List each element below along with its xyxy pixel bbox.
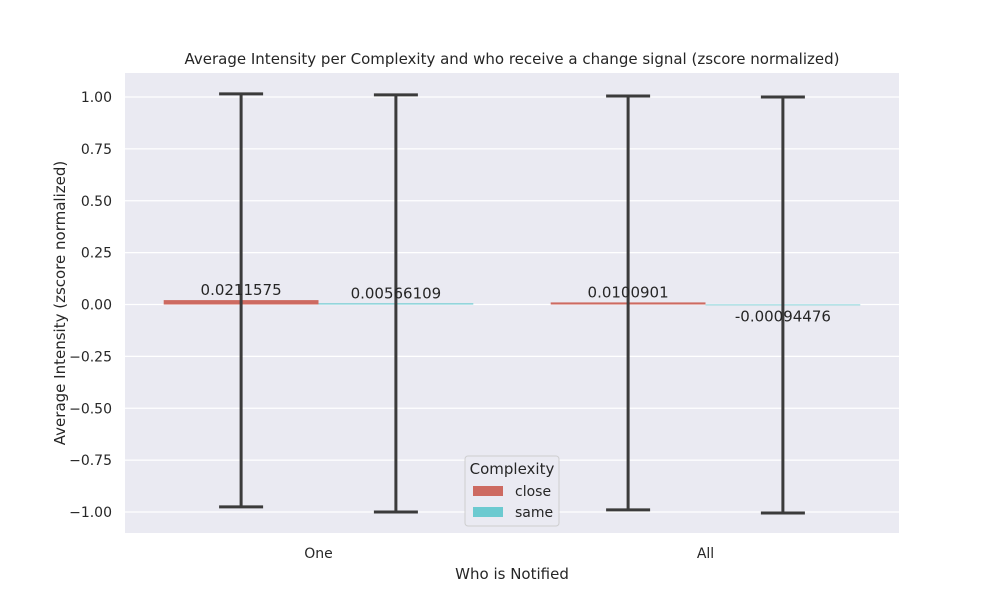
bar-value-label: 0.0211575 xyxy=(201,281,282,299)
y-tick-label: 0.75 xyxy=(81,142,112,158)
legend-label-close: close xyxy=(515,484,551,500)
x-axis-label: Who is Notified xyxy=(455,565,569,583)
gridlines xyxy=(125,96,899,513)
y-tick-label: −0.75 xyxy=(69,453,112,469)
legend-title: Complexity xyxy=(470,460,555,478)
bar-value-label: 0.0100901 xyxy=(588,283,669,301)
y-tick-label: −0.50 xyxy=(69,401,112,417)
y-tick-labels: 1.00 0.75 0.50 0.25 0.00 −0.25 −0.50 −0.75 −1.00 xyxy=(69,90,112,521)
y-tick-label: −0.25 xyxy=(69,349,112,365)
x-tick-label: All xyxy=(697,546,714,562)
bar-value-label: -0.00094476 xyxy=(735,308,831,326)
y-tick-label: 0.25 xyxy=(81,246,112,262)
bar-value-labels: 0.0211575 0.00566109 0.0100901 -0.00094476 xyxy=(201,281,831,326)
bar-value-label: 0.00566109 xyxy=(351,284,442,302)
legend-swatch-same xyxy=(473,507,503,517)
error-bars xyxy=(219,92,805,515)
legend-label-same: same xyxy=(515,505,553,521)
legend-swatch-close xyxy=(473,486,503,496)
chart-title: Average Intensity per Complexity and who… xyxy=(185,50,840,68)
legend: Complexity close same xyxy=(464,455,560,527)
y-tick-label: 0.50 xyxy=(81,194,112,210)
y-tick-label: −1.00 xyxy=(69,505,112,521)
y-axis-label: Average Intensity (zscore normalized) xyxy=(51,161,69,445)
x-tick-label: One xyxy=(304,546,333,562)
y-tick-label: 0.00 xyxy=(81,298,112,314)
y-tick-label: 1.00 xyxy=(81,90,112,106)
x-tick-labels: One All xyxy=(304,546,714,562)
